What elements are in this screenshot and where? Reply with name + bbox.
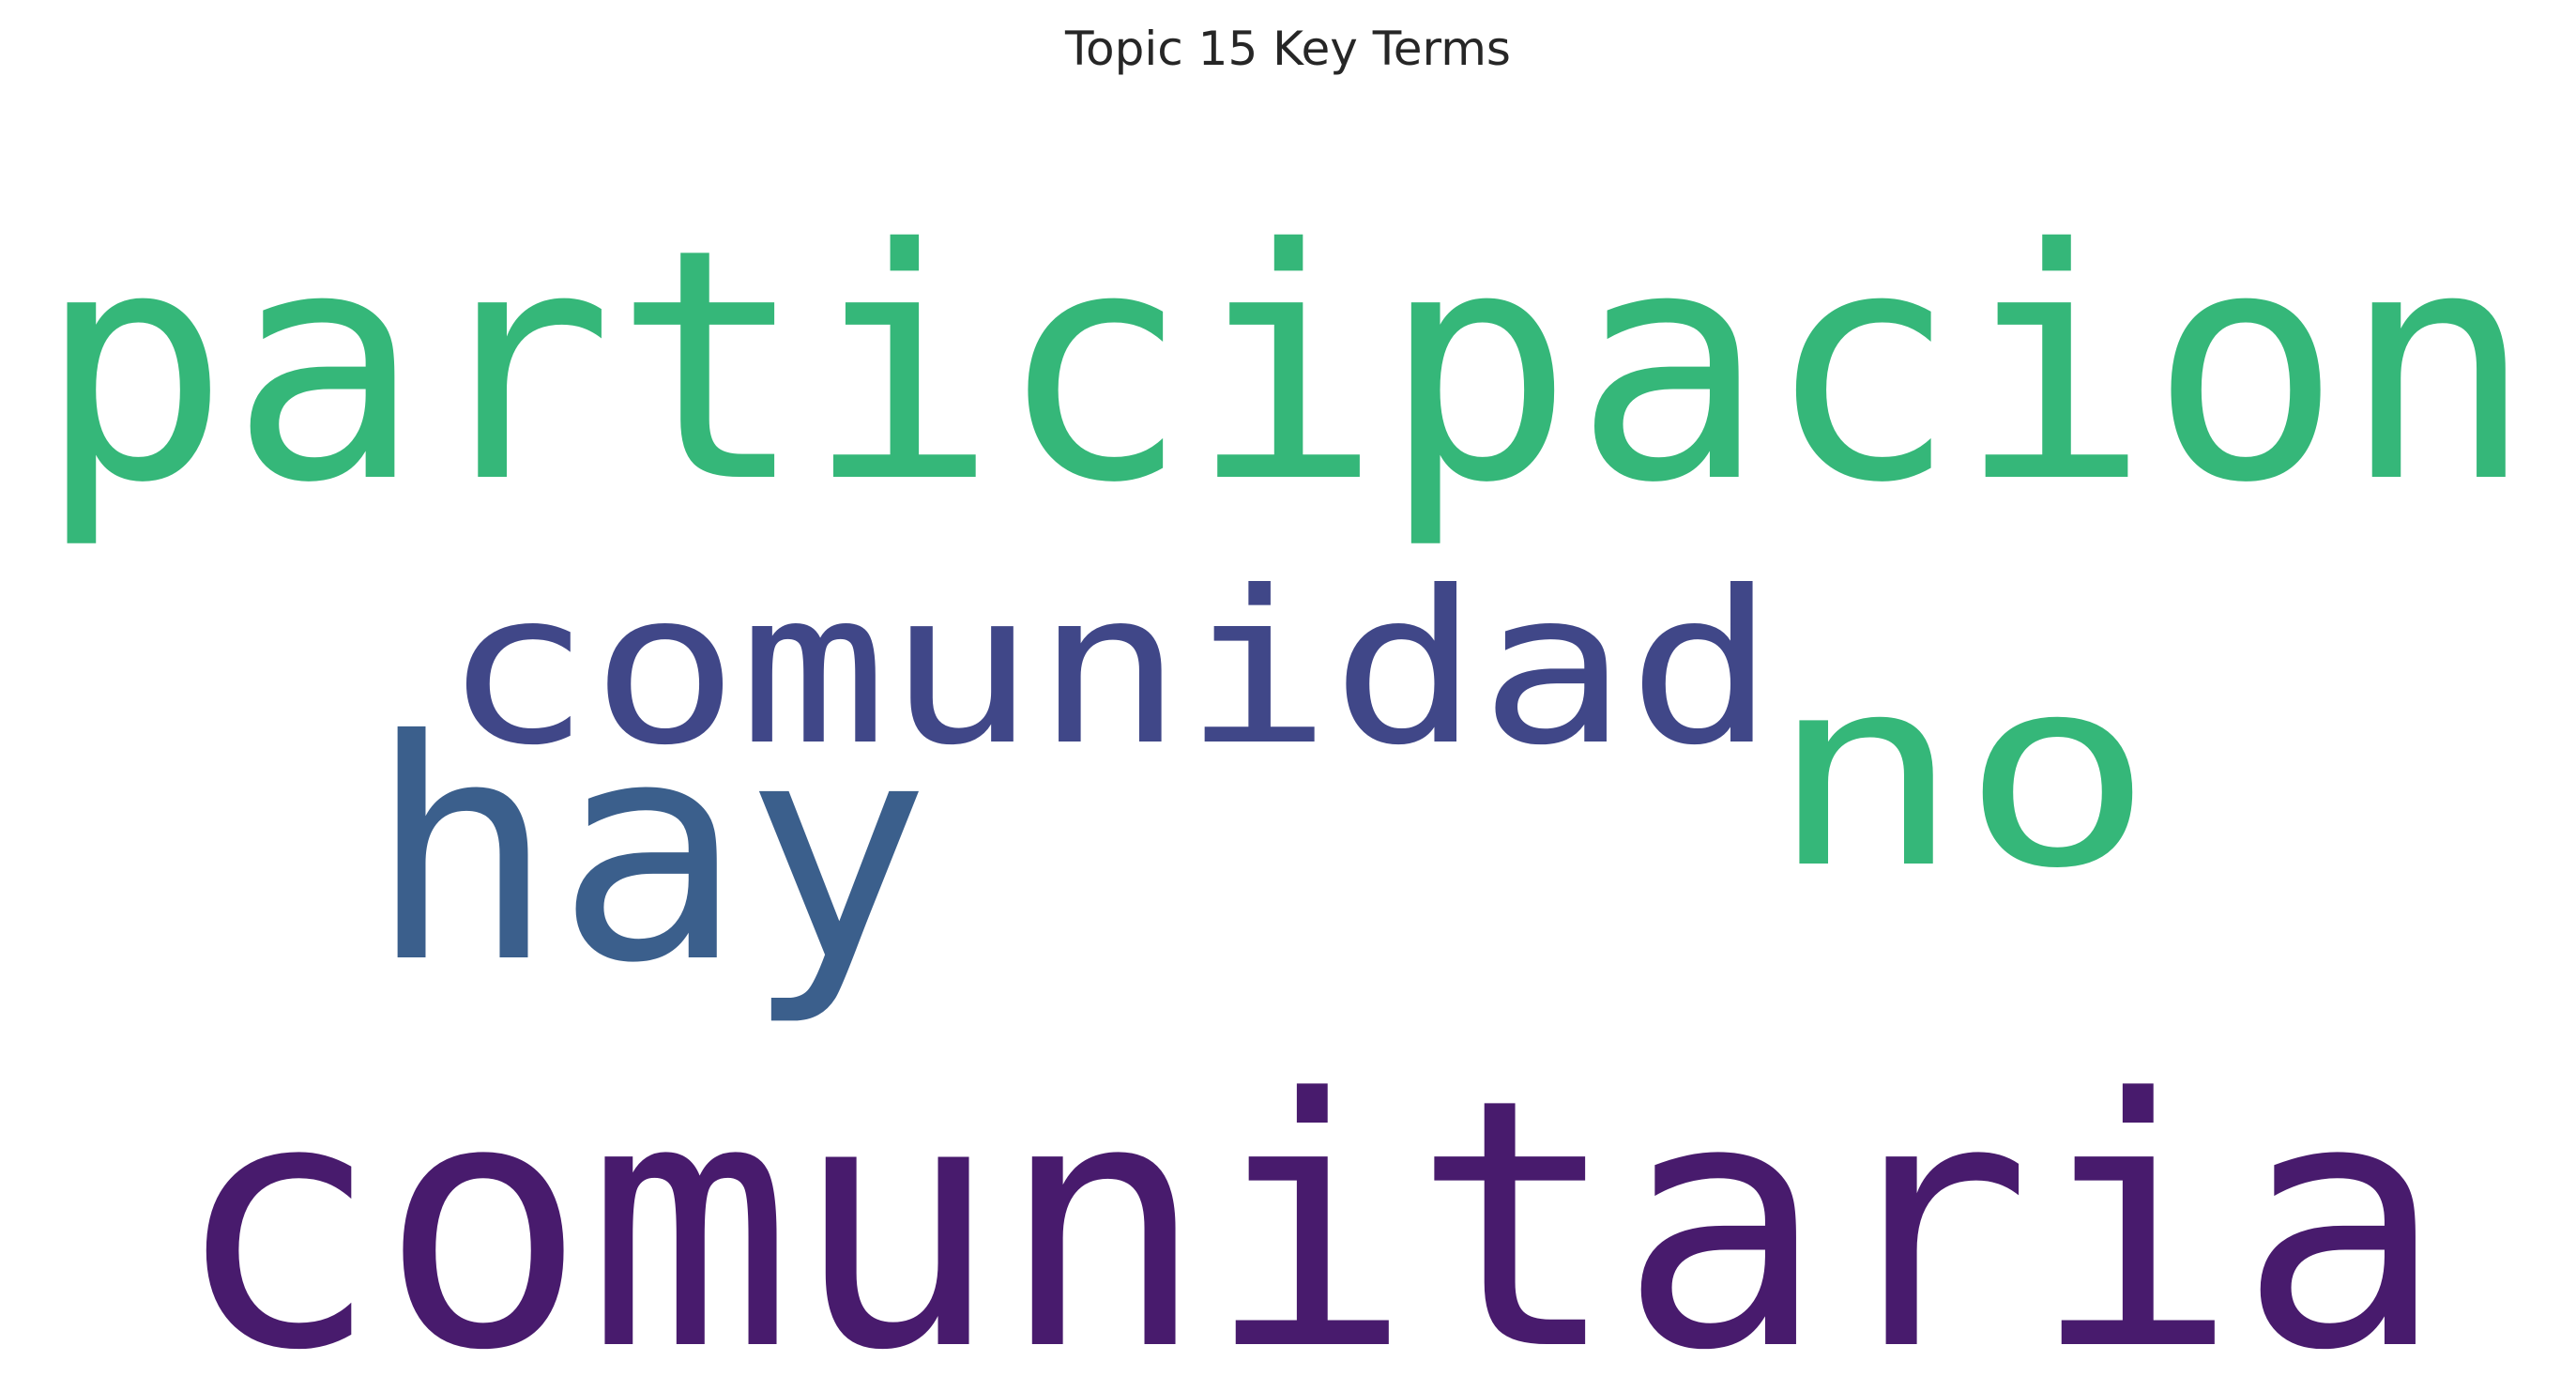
word-hay: hay <box>368 676 931 1030</box>
word-participacion: participacion <box>38 181 2534 553</box>
word-comunidad: comunidad <box>443 546 1776 792</box>
word-comunitaria: comunitaria <box>174 1027 2445 1376</box>
chart-title: Topic 15 Key Terms <box>1065 22 1511 76</box>
word-no: no <box>1769 620 2154 925</box>
